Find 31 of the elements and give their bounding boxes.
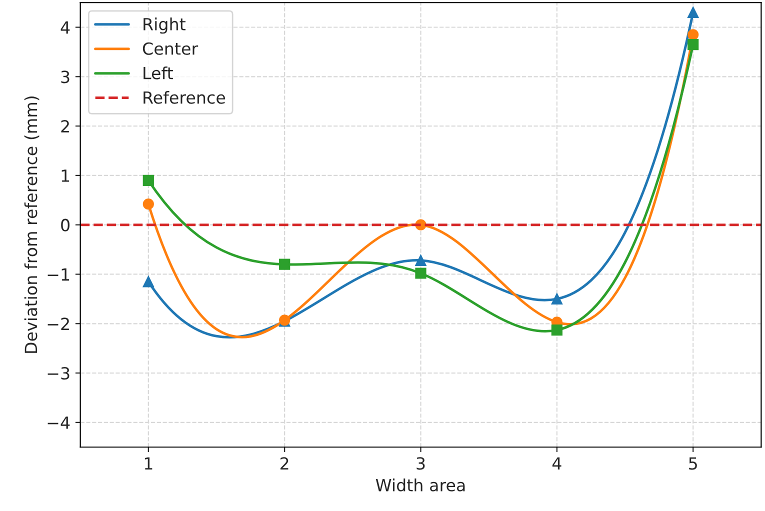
y-tick-label: −3 bbox=[48, 366, 70, 380]
point bbox=[551, 324, 562, 336]
x-axis-title: Width area bbox=[376, 478, 465, 492]
x-tick-label: 2 bbox=[280, 457, 288, 470]
y-tick-label: −4 bbox=[48, 416, 70, 429]
y-tick-label: 4 bbox=[60, 21, 70, 34]
legend-label: Right bbox=[144, 18, 186, 34]
legend-label: Reference bbox=[144, 90, 226, 104]
point bbox=[415, 254, 426, 266]
y-tick-label: 1 bbox=[62, 170, 70, 182]
point bbox=[142, 276, 154, 288]
y-tick-label: 0 bbox=[61, 218, 70, 232]
point bbox=[551, 293, 562, 304]
x-tick-label: 1 bbox=[144, 457, 152, 470]
y-tick-label: −1 bbox=[48, 268, 70, 281]
point bbox=[688, 29, 699, 40]
point bbox=[688, 6, 699, 18]
x-tick-label: 3 bbox=[416, 457, 425, 470]
x-tick-label: 4 bbox=[552, 457, 562, 470]
legend-label: Center bbox=[142, 42, 198, 55]
y-axis-title: Deviation from reference (mm) bbox=[24, 96, 40, 353]
point bbox=[688, 38, 699, 50]
y-tick-label: −2 bbox=[48, 318, 69, 330]
legend-label: Left bbox=[144, 66, 173, 80]
point bbox=[142, 198, 154, 210]
point bbox=[142, 174, 154, 186]
point bbox=[279, 258, 290, 270]
y-tick-label: 3 bbox=[61, 70, 70, 84]
x-tick-label: 5 bbox=[689, 457, 697, 470]
y-tick-label: 2 bbox=[61, 120, 69, 132]
point bbox=[415, 268, 426, 279]
